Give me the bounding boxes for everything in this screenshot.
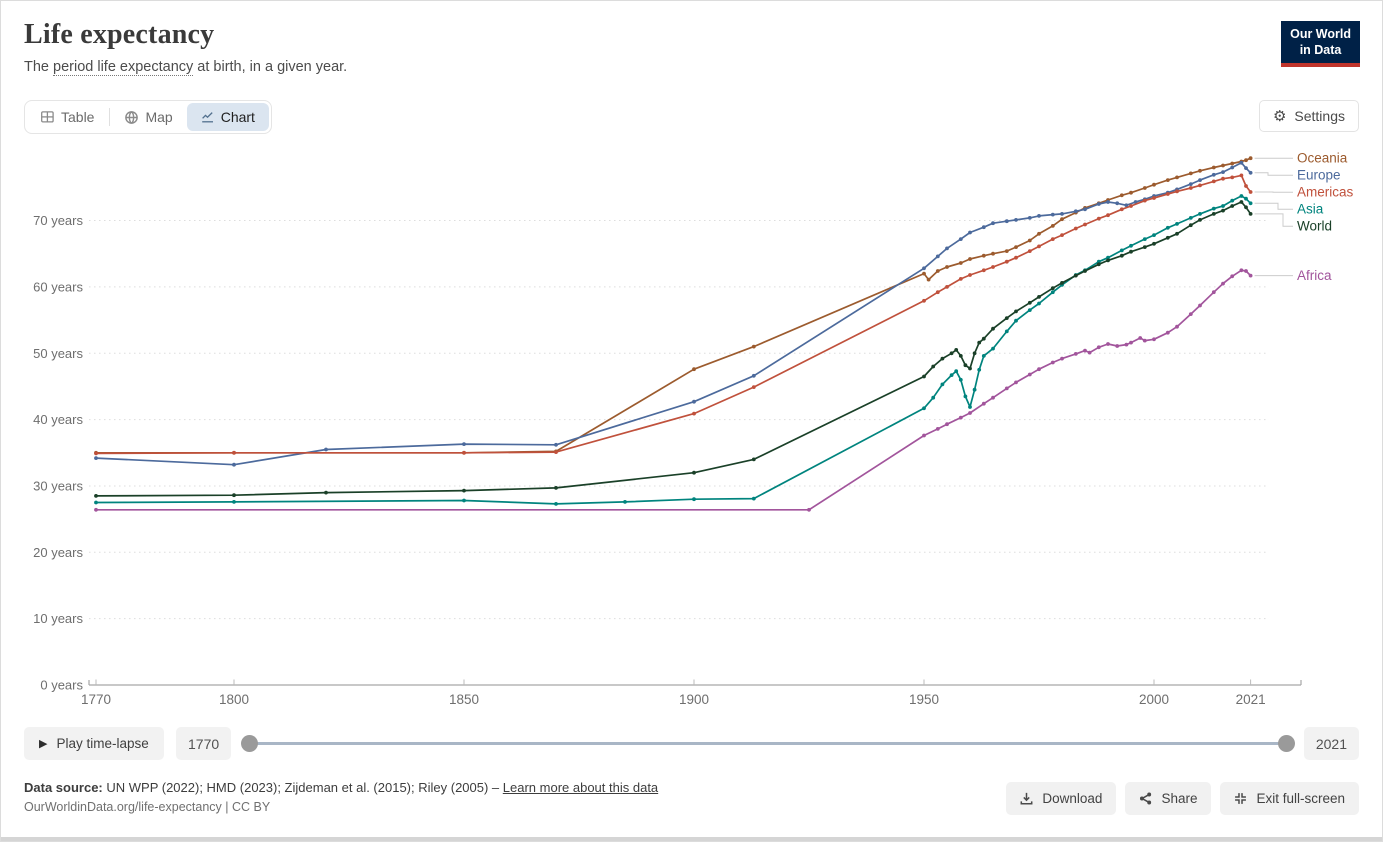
x-axis-label: 1950 — [909, 692, 939, 707]
series-line-asia[interactable] — [95, 195, 1252, 505]
series-markers-africa — [94, 268, 1253, 512]
subtitle-term-link[interactable]: period life expectancy — [53, 59, 194, 76]
learn-more-link[interactable]: Learn more about this data — [502, 780, 659, 795]
legend-connector — [1254, 213, 1293, 227]
subtitle-text: The — [24, 59, 54, 75]
x-axis-label: 1850 — [449, 692, 479, 707]
y-axis-label: 40 years — [33, 412, 83, 427]
tab-table-label: Table — [61, 109, 95, 125]
exit-fullscreen-icon — [1234, 792, 1247, 805]
share-label: Share — [1161, 791, 1198, 806]
series-line-americas[interactable] — [95, 174, 1252, 455]
table-icon — [41, 111, 54, 123]
download-label: Download — [1042, 791, 1103, 806]
footer-source-block: Data source: UN WPP (2022); HMD (2023); … — [24, 778, 658, 818]
series-markers-asia — [94, 194, 1253, 506]
download-icon — [1020, 792, 1033, 805]
share-icon — [1139, 792, 1152, 805]
timeline-end-year[interactable]: 2021 — [1303, 727, 1359, 760]
play-label: Play time-lapse — [56, 736, 149, 751]
tab-separator — [109, 108, 111, 126]
tab-table[interactable]: Table — [27, 103, 108, 131]
chart-subtitle: The period life expectancy at birth, in … — [24, 59, 348, 76]
subtitle-text: at birth, in a given year. — [193, 59, 348, 75]
gear-icon: ⚙ — [1272, 107, 1287, 125]
exit-fullscreen-label: Exit full-screen — [1256, 791, 1345, 806]
line-chart-icon — [201, 111, 214, 123]
series-markers-oceania — [94, 156, 1253, 455]
tab-map[interactable]: Map — [111, 103, 186, 131]
timeline-handle-start[interactable] — [241, 735, 258, 752]
timeline-controls: ▶ Play time-lapse 1770 2021 — [1, 727, 1382, 761]
y-axis-label: 60 years — [33, 279, 83, 294]
line-chart[interactable]: 0 years 10 years 20 years 30 years 40 years 5… — [1, 141, 1382, 716]
play-timelapse-button[interactable]: ▶ Play time-lapse — [24, 727, 164, 760]
tab-chart[interactable]: Chart — [186, 103, 269, 131]
download-button[interactable]: Download — [1006, 782, 1117, 815]
globe-icon — [125, 110, 139, 124]
timeline-handle-end[interactable] — [1278, 735, 1295, 752]
y-axis-label: 70 years — [33, 213, 83, 228]
owid-logo-line1: Our World — [1290, 27, 1351, 41]
x-axis-label: 1800 — [219, 692, 249, 707]
series-markers-world — [94, 200, 1253, 498]
series-line-africa[interactable] — [95, 269, 1252, 511]
owid-logo-line2: in Data — [1299, 42, 1342, 57]
play-icon: ▶ — [39, 738, 48, 750]
y-axis-label: 0 years — [40, 678, 83, 693]
data-source-label: Data source: — [24, 780, 103, 795]
legend-connector — [1254, 202, 1293, 210]
data-source-line: Data source: UN WPP (2022); HMD (2023); … — [24, 778, 658, 798]
series-markers-americas — [94, 173, 1253, 456]
owid-logo[interactable]: Our World in Data — [1281, 21, 1360, 68]
y-axis-label: 10 years — [33, 611, 83, 626]
timeline-slider-track[interactable] — [251, 742, 1286, 745]
x-axis-label: 1900 — [679, 692, 709, 707]
exit-fullscreen-button[interactable]: Exit full-screen — [1220, 782, 1359, 815]
legend-label-oceania[interactable]: Oceania — [1297, 151, 1348, 166]
legend-connector — [1254, 172, 1293, 176]
y-axis-label: 50 years — [33, 346, 83, 361]
timeline-start-year[interactable]: 1770 — [176, 727, 232, 760]
tab-chart-label: Chart — [220, 109, 255, 125]
data-source-text: UN WPP (2022); HMD (2023); Zijdeman et a… — [102, 780, 503, 795]
attribution-line: OurWorldinData.org/life-expectancy | CC … — [24, 800, 271, 815]
x-axis-label: 1770 — [81, 692, 111, 707]
legend-label-europe[interactable]: Europe — [1297, 168, 1341, 183]
share-button[interactable]: Share — [1125, 782, 1212, 815]
page-title: Life expectancy — [24, 19, 215, 50]
y-axis-label: 30 years — [33, 478, 83, 493]
x-axis-label: 2021 — [1236, 692, 1266, 707]
legend-label-africa[interactable]: Africa — [1297, 268, 1332, 283]
x-axis-label: 2000 — [1139, 692, 1169, 707]
series-line-world[interactable] — [95, 201, 1252, 497]
legend-label-world[interactable]: World — [1297, 219, 1332, 234]
settings-label: Settings — [1294, 108, 1345, 124]
window-bottom-edge — [1, 837, 1382, 841]
view-tab-bar: Table Map Chart — [24, 100, 272, 134]
legend-label-asia[interactable]: Asia — [1297, 202, 1324, 217]
series-markers-europe — [94, 160, 1253, 467]
legend-label-americas[interactable]: Americas — [1297, 185, 1354, 200]
y-axis-label: 20 years — [33, 545, 83, 560]
footer-action-buttons: Download Share Exit full-screen — [1006, 782, 1359, 815]
tab-map-label: Map — [145, 109, 173, 125]
settings-button[interactable]: ⚙ Settings — [1258, 100, 1359, 132]
